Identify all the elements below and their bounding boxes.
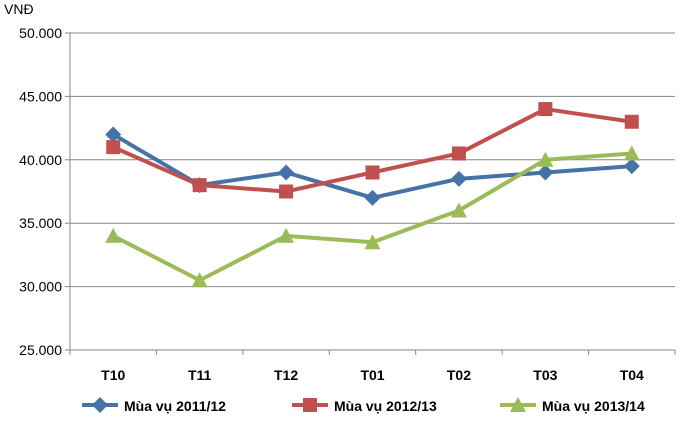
x-axis-tick-labels: T10 T11 T12 T01 T02 T03 T04 [101, 367, 644, 383]
data-point [106, 140, 121, 155]
legend-label: Mùa vụ 2012/13 [334, 398, 437, 414]
y-axis-tick-labels: 25.000 30.000 35.000 40.000 45.000 50.000 [19, 25, 62, 358]
data-point [364, 189, 381, 206]
data-point [623, 158, 640, 175]
x-tick-label: T12 [274, 367, 298, 383]
legend: Mùa vụ 2011/12 Mùa vụ 2012/13 Mùa vụ 2013/… [82, 397, 645, 414]
legend-label: Mùa vụ 2011/12 [124, 398, 226, 414]
data-point [365, 165, 380, 180]
legend-item: Mùa vụ 2012/13 [292, 398, 437, 414]
x-tick-label: T03 [533, 367, 557, 383]
x-tick-label: T02 [447, 367, 471, 383]
y-tick-label: 30.000 [19, 279, 62, 295]
legend-marker [510, 397, 526, 412]
x-tick-label: T10 [101, 367, 125, 383]
axes [65, 32, 676, 355]
series-2 [106, 102, 639, 199]
series-3 [105, 145, 640, 288]
data-point [278, 164, 295, 181]
gridlines [70, 32, 675, 288]
data-point [364, 234, 381, 250]
legend-item: Mùa vụ 2011/12 [82, 397, 226, 414]
data-point [191, 272, 208, 288]
legend-marker [92, 397, 108, 413]
legend-marker [303, 398, 317, 412]
data-point [450, 170, 467, 187]
data-point [623, 145, 640, 161]
y-tick-label: 45.000 [19, 88, 62, 104]
x-tick-label: T11 [188, 367, 212, 383]
y-tick-label: 35.000 [19, 215, 62, 231]
data-point [278, 227, 295, 243]
y-tick-label: 25.000 [19, 342, 62, 358]
data-point [105, 126, 122, 143]
data-point [279, 184, 294, 199]
x-tick-label: T01 [360, 367, 384, 383]
legend-label: Mùa vụ 2013/14 [542, 398, 645, 414]
x-tick-label: T04 [620, 367, 644, 383]
data-point [537, 151, 554, 167]
data-point [624, 114, 639, 129]
y-tick-label: 50.000 [19, 25, 62, 41]
data-point [192, 178, 207, 193]
data-point [451, 146, 466, 161]
y-axis-unit-label: VNĐ [4, 1, 34, 17]
series-group [105, 102, 640, 288]
data-point [537, 164, 554, 181]
data-point [450, 202, 467, 218]
data-point [538, 102, 553, 117]
legend-item: Mùa vụ 2013/14 [500, 397, 645, 414]
data-point [105, 227, 122, 243]
y-tick-label: 40.000 [19, 152, 62, 168]
